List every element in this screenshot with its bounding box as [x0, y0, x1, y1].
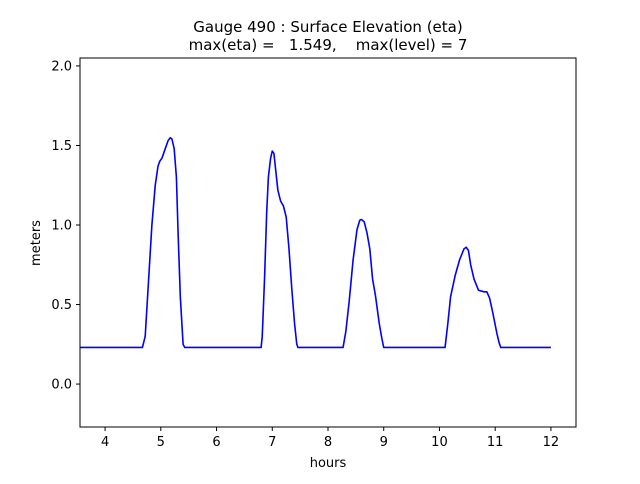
x-tick-label: 12 [543, 435, 560, 450]
chart-title-line-1: Gauge 490 : Surface Elevation (eta) [193, 18, 462, 36]
y-tick-label: 0.5 [51, 298, 72, 313]
y-tick-label: 0.0 [51, 378, 72, 393]
y-axis-label: meters [29, 220, 44, 266]
y-tick-label: 1.5 [51, 139, 72, 154]
y-axis-ticks: 0.0 0.5 1.0 1.5 2.0 [51, 59, 80, 393]
y-tick-label: 1.0 [51, 219, 72, 234]
x-tick-label: 6 [212, 435, 220, 450]
x-tick-label: 5 [157, 435, 165, 450]
x-tick-label: 8 [324, 435, 332, 450]
x-tick-label: 7 [268, 435, 276, 450]
chart-title-line-2: max(eta) = 1.549, max(level) = 7 [189, 36, 468, 54]
series-layer [80, 136, 551, 349]
x-tick-label: 11 [487, 435, 504, 450]
series-line-0 [80, 136, 551, 349]
x-tick-label: 9 [380, 435, 388, 450]
y-tick-label: 2.0 [51, 59, 72, 74]
x-tick-label: 10 [431, 435, 448, 450]
x-axis-label: hours [310, 456, 347, 471]
x-tick-label: 4 [101, 435, 109, 450]
x-axis-ticks: 4 5 6 7 8 9 10 11 12 [101, 427, 559, 450]
